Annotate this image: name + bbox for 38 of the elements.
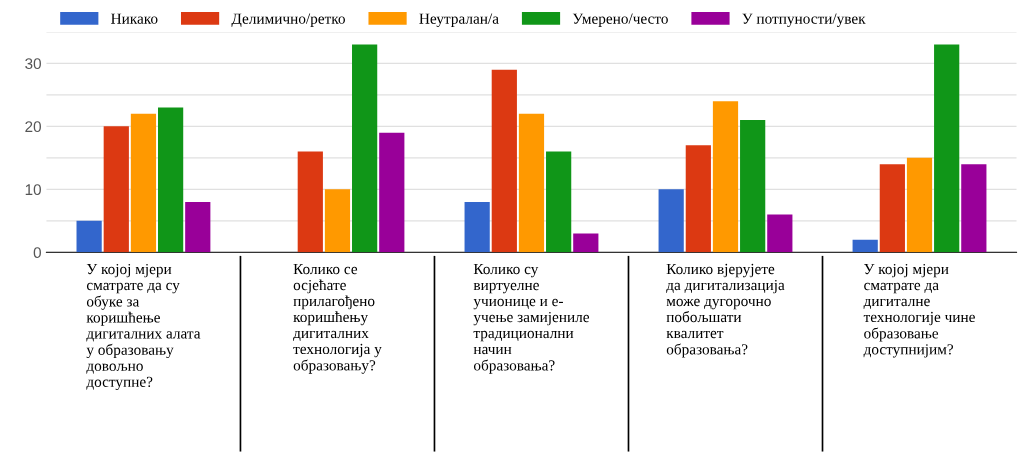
y-tick-label: 20 bbox=[25, 121, 41, 133]
bar bbox=[76, 220, 102, 253]
legend-label: Делимично/ретко bbox=[231, 13, 345, 27]
bar bbox=[518, 113, 545, 253]
bar bbox=[740, 120, 766, 253]
bar bbox=[546, 151, 572, 253]
bar bbox=[712, 101, 739, 253]
bar bbox=[906, 157, 933, 253]
x-tick-label: У којој мјери сматрате да дигиталне технологије чине образовање доступнијим? bbox=[863, 263, 975, 358]
x-tick-label: Колико се осјећате прилагођено коришћењу дигиталних технологија у образовању? bbox=[293, 264, 382, 374]
bar bbox=[767, 214, 793, 253]
bar bbox=[130, 113, 157, 253]
bar bbox=[573, 233, 599, 253]
bar bbox=[491, 69, 517, 253]
legend-label: Умерено/често bbox=[572, 13, 668, 27]
bar bbox=[934, 44, 960, 253]
bar bbox=[852, 239, 878, 253]
bar bbox=[464, 201, 490, 253]
bar bbox=[352, 44, 378, 253]
y-tick-label: 0 bbox=[33, 247, 41, 259]
bar bbox=[379, 132, 405, 253]
y-tick-label: 10 bbox=[25, 184, 41, 196]
legend-label: У потпуности/увек bbox=[742, 13, 866, 27]
bar bbox=[879, 164, 905, 253]
legend-label: Неутралан/а bbox=[419, 13, 499, 27]
bar bbox=[685, 145, 711, 253]
x-tick-label: Колико су виртуелне учионице и е- учење замијениле традиционални начин образовања? bbox=[473, 263, 590, 374]
bar bbox=[297, 151, 323, 253]
bar bbox=[324, 189, 351, 253]
bar bbox=[158, 107, 184, 253]
legend-label: Никако bbox=[111, 13, 158, 24]
bar bbox=[961, 164, 987, 253]
bar bbox=[658, 189, 684, 253]
y-tick-label: 30 bbox=[25, 58, 41, 70]
x-tick-label: Колико вјерујете да дигитализација може дугорочно побољшати квалитет образовања? bbox=[666, 263, 785, 358]
bar bbox=[185, 201, 211, 253]
x-tick-label: У којој мјери сматрате да су обуке за коришћење дигиталних алата у образовању довољно доступне? bbox=[86, 263, 201, 391]
bar bbox=[103, 126, 129, 253]
